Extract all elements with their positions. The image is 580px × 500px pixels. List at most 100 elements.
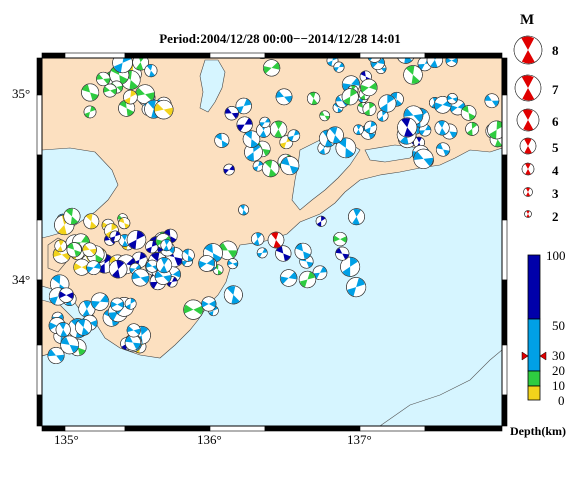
earthquake-marker xyxy=(397,117,418,138)
earthquake-marker xyxy=(124,334,142,351)
earthquake-marker xyxy=(362,102,377,116)
frame-segment xyxy=(501,394,508,427)
earthquake-marker xyxy=(298,270,317,289)
earthquake-marker xyxy=(256,247,268,259)
earthquake-marker xyxy=(435,142,451,157)
earthquake-marker xyxy=(198,255,216,272)
earthquake-marker xyxy=(275,88,293,106)
depth-tick-0: 0 xyxy=(558,393,565,408)
earthquake-marker xyxy=(378,94,397,113)
earthquake-marker xyxy=(108,259,128,279)
frame-segment xyxy=(359,425,426,432)
earthquake-marker xyxy=(320,33,341,54)
magnitude-legend-ball-8 xyxy=(513,35,543,65)
frame-segment xyxy=(36,394,43,427)
map-border xyxy=(41,57,503,427)
earthquake-marker xyxy=(279,269,298,287)
earthquake-marker xyxy=(348,208,365,226)
earthquake-marker xyxy=(224,106,239,121)
earthquake-marker xyxy=(156,257,173,274)
earthquake-marker xyxy=(465,121,480,136)
earthquake-marker xyxy=(418,124,432,137)
earthquake-marker xyxy=(244,142,263,162)
depth-tick-20: 20 xyxy=(552,363,565,378)
earthquake-marker xyxy=(259,116,271,128)
earthquake-marker xyxy=(326,126,344,144)
lon-label-135: 135° xyxy=(54,432,79,447)
frame-segment xyxy=(501,154,508,221)
map-frame xyxy=(36,52,508,432)
earthquake-marker xyxy=(126,323,141,338)
earthquake-marker xyxy=(145,259,159,273)
earthquake-marker xyxy=(54,239,67,253)
earthquake-marker xyxy=(47,347,65,365)
magnitude-legend-ball-4 xyxy=(521,162,535,176)
earthquake-marker xyxy=(227,258,239,270)
earthquake-marker xyxy=(484,93,500,109)
earthquake-marker xyxy=(201,296,217,312)
earthquake-marker xyxy=(396,58,415,64)
magnitude-legend-ball-3 xyxy=(523,187,533,197)
earthquake-marker xyxy=(78,300,96,318)
earthquake-marker xyxy=(446,93,458,105)
frame-segment xyxy=(424,52,503,59)
lat-label-34: 34° xyxy=(12,272,31,287)
depth-tick-100: 100 xyxy=(546,248,566,263)
earthquake-marker xyxy=(315,215,327,227)
earthquake-marker xyxy=(66,242,82,258)
earthquake-marker xyxy=(306,91,321,106)
earthquake-marker xyxy=(110,297,125,312)
frame-segment xyxy=(209,52,266,59)
earthquake-marker xyxy=(236,116,253,133)
frame-segment xyxy=(264,52,361,59)
depth-marker-left xyxy=(521,351,529,361)
earthquake-marker xyxy=(360,78,378,97)
earthquake-marker xyxy=(74,318,92,336)
earthquake-marker xyxy=(60,335,80,355)
earthquake-marker xyxy=(335,137,357,159)
earthquake-marker xyxy=(426,58,444,69)
earthquake-marker xyxy=(348,18,367,37)
earthquake-marker xyxy=(83,213,100,230)
frame-segment xyxy=(501,279,508,346)
frame-segment xyxy=(209,425,266,432)
frame-segment xyxy=(424,425,503,432)
lake-biwa xyxy=(199,59,226,113)
earthquake-marker xyxy=(376,109,389,122)
earthquake-marker xyxy=(109,230,122,243)
earthquake-marker xyxy=(90,292,110,311)
magnitude-label-7: 7 xyxy=(552,82,559,97)
frame-segment xyxy=(36,219,43,281)
magnitude-label-3: 3 xyxy=(552,186,559,201)
frame-segment xyxy=(501,219,508,281)
frame-segment xyxy=(64,425,126,432)
map-title: Period:2004/12/28 00:00−−2014/12/28 14:0… xyxy=(159,31,401,46)
earthquake-marker xyxy=(131,268,150,287)
frame-segment xyxy=(264,425,361,432)
lon-label-136: 136° xyxy=(197,432,222,447)
earthquake-marker xyxy=(445,58,458,67)
earthquake-marker xyxy=(55,322,71,338)
earthquake-marker xyxy=(123,89,138,105)
magnitude-label-4: 4 xyxy=(552,163,559,178)
lat-label-35: 35° xyxy=(12,86,31,101)
earthquake-marker xyxy=(434,120,450,136)
earthquake-marker xyxy=(183,299,204,320)
magnitude-label-6: 6 xyxy=(552,114,559,129)
frame-segment xyxy=(124,52,211,59)
earthquake-marker xyxy=(238,204,250,216)
earthquake-marker xyxy=(103,83,118,98)
earthquake-marker xyxy=(332,231,348,247)
earthquake-marker xyxy=(341,88,359,106)
depth-tick-30: 30 xyxy=(552,348,565,363)
earthquake-marker xyxy=(118,217,131,230)
earthquake-marker xyxy=(124,297,137,310)
depth-tick-50: 50 xyxy=(552,318,565,333)
earthquake-marker xyxy=(154,99,174,120)
earthquake-marker xyxy=(460,105,477,121)
earthquake-marker xyxy=(280,156,300,176)
earthquake-marker xyxy=(223,285,243,305)
earthquake-marker xyxy=(251,232,265,246)
earthquake-marker xyxy=(223,163,235,176)
frame-segment xyxy=(41,425,66,432)
